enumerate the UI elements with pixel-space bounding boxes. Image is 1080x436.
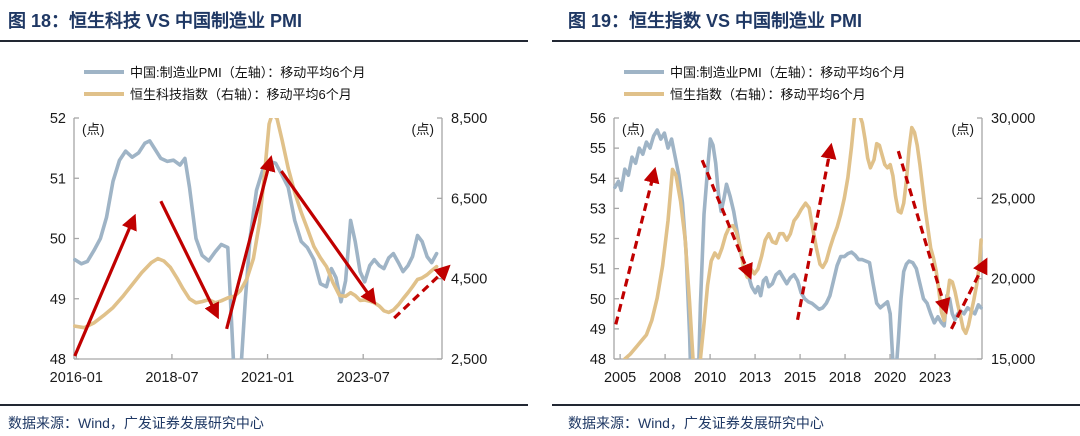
legend-label-pmi: 中国:制造业PMI（左轴）：移动平均6个月: [670, 65, 905, 80]
trend-arrow-solid: [225, 155, 276, 330]
x-axis-tick-label: 2005: [604, 370, 636, 386]
x-axis-tick-label: 2023: [919, 370, 951, 386]
y-axis-right-tick-label: 15,000: [991, 352, 1035, 368]
hsi-series-line: [622, 118, 983, 359]
x-axis-tick-label: 2020: [874, 370, 906, 386]
y-axis-left-tick-label: 53: [590, 201, 606, 217]
figure-19-title: 图 19：恒生指数 VS 中国制造业 PMI: [568, 11, 863, 31]
trend-arrow-dashed: [896, 150, 951, 315]
x-axis-tick-label: 2021-01: [241, 370, 294, 386]
figure-19-title-rule: [552, 40, 1080, 42]
y-axis-left-tick-label: 56: [590, 111, 606, 127]
trend-arrow-solid: [280, 170, 377, 306]
y-axis-left-tick-label: 50: [590, 292, 606, 308]
pmi-series-line: [613, 128, 983, 359]
y-axis-right-tick-label: 30,000: [991, 111, 1035, 127]
figure-19-panel: 图 19：恒生指数 VS 中国制造业 PMI 中国:制造业PMI（左轴）：移动平…: [540, 0, 1080, 436]
figure-18-title-rule: [0, 40, 528, 42]
y-axis-right-tick-label: 20,000: [991, 272, 1035, 288]
y-axis-left-tick-label: 49: [590, 322, 606, 338]
trend-arrow-dashed: [795, 142, 837, 321]
x-axis-tick-label: 2023-07: [337, 370, 390, 386]
x-axis-tick-label: 2008: [649, 370, 681, 386]
x-axis-tick-label: 2015: [784, 370, 816, 386]
x-axis-tick-label: 2013: [739, 370, 771, 386]
y-axis-left-tick-label: 52: [50, 111, 66, 127]
figure-18-title: 图 18：恒生科技 VS 中国制造业 PMI: [8, 11, 303, 31]
figure-18-panel: 图 18：恒生科技 VS 中国制造业 PMI 中国:制造业PMI（左轴）：移动平…: [0, 11, 528, 431]
trend-arrow-solid: [159, 200, 219, 320]
legend-label-hsi: 恒生指数（右轴）：移动平均6个月: [670, 87, 866, 102]
right-axis-unit-label: (点): [952, 122, 975, 137]
x-axis-tick-label: 2010: [694, 370, 726, 386]
y-axis-left-tick-label: 55: [590, 141, 606, 157]
trend-arrow-dashed: [393, 264, 451, 320]
x-axis-tick-label: 2016-01: [50, 370, 103, 386]
figure-19-source-rule: [552, 404, 1080, 406]
y-axis-right-tick-label: 8,500: [451, 111, 487, 127]
figure-19-source: 数据来源：Wind，广发证券发展研究中心: [568, 415, 824, 431]
y-axis-left-tick-label: 51: [50, 171, 66, 187]
pmi-series-line: [73, 139, 439, 359]
y-axis-left-tick-label: 51: [590, 262, 606, 278]
y-axis-left-tick-label: 50: [50, 232, 66, 248]
x-axis-tick-label: 2018-07: [145, 370, 198, 386]
x-axis-tick-label: 2018: [829, 370, 861, 386]
y-axis-right-tick-label: 6,500: [451, 191, 487, 207]
y-axis-left-tick-label: 54: [590, 171, 606, 187]
y-axis-left-tick-label: 52: [590, 232, 606, 248]
right-axis-unit-label: (点): [412, 122, 435, 137]
figure-18-source-rule: [0, 404, 528, 406]
y-axis-right-tick-label: 4,500: [451, 272, 487, 288]
legend-label-hstech: 恒生科技指数（右轴）：移动平均6个月: [130, 87, 352, 102]
y-axis-left-tick-label: 48: [590, 352, 606, 368]
y-axis-right-tick-label: 2,500: [451, 352, 487, 368]
trend-arrow-dashed: [614, 166, 660, 325]
y-axis-right-tick-label: 25,000: [991, 191, 1035, 207]
left-axis-unit-label: (点): [622, 122, 645, 137]
trend-arrow-solid: [73, 213, 137, 357]
left-axis-unit-label: (点): [82, 122, 105, 137]
figure-18-source: 数据来源：Wind，广发证券发展研究中心: [8, 415, 264, 431]
legend-label-pmi: 中国:制造业PMI（左轴）：移动平均6个月: [130, 65, 365, 80]
y-axis-left-tick-label: 49: [50, 292, 66, 308]
trend-arrow-dashed: [700, 159, 753, 280]
y-axis-left-tick-label: 48: [50, 352, 66, 368]
hstech-series-line: [73, 118, 439, 330]
